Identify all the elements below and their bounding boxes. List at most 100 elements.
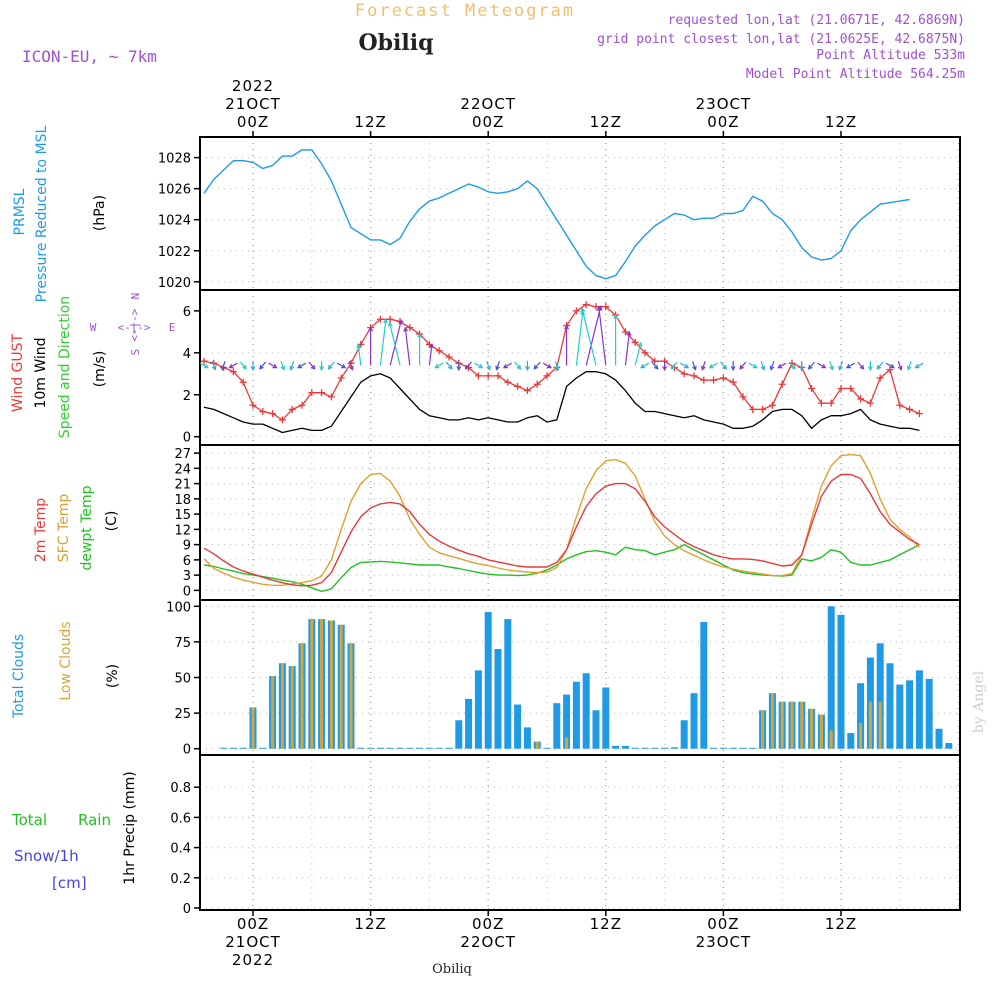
precip-panel: 0 0.2 0.4 0.6 0.8: [170, 754, 961, 917]
total-clouds-bar: [631, 747, 639, 749]
top-axis-label: 00Z: [707, 113, 739, 131]
wind-direction-arrow: [379, 318, 388, 366]
wind-gust-marker: [259, 408, 267, 416]
precip-axis-title: 1hr Precip (mm): [122, 771, 138, 884]
wind-gust-marker: [817, 399, 825, 407]
wind-gust-marker: [533, 380, 541, 388]
rain-label: Rain: [78, 811, 111, 829]
wind-direction-arrow: [730, 360, 736, 372]
wind-direction-arrow: [662, 360, 668, 372]
ytick-label-pressure: 1026: [158, 183, 191, 198]
wind-direction-arrow: [554, 360, 560, 371]
total-clouds-bar: [396, 747, 404, 749]
wind-gust-marker: [318, 389, 326, 397]
wind-direction-arrow: [845, 362, 855, 369]
total-clouds-bar: [915, 670, 923, 749]
wind-direction-arrow: [897, 360, 903, 371]
wind-gust-marker: [288, 405, 296, 413]
ytick-label-pressure: 1024: [158, 214, 191, 229]
total-clouds-bar: [367, 747, 375, 749]
pressure-label-2: Pressure Reduced to MSL: [34, 125, 50, 302]
wind-gust-marker: [249, 401, 257, 409]
top-axis-label: 21OCT: [225, 95, 281, 113]
total-clouds-bar: [259, 747, 267, 749]
ytick-label-temperature: 12: [174, 523, 191, 538]
wind-direction-arrow: [445, 361, 453, 370]
wind-direction-arrow: [708, 362, 718, 369]
dewpt-label: dewpt Temp: [79, 485, 95, 570]
total-clouds-bar: [749, 747, 757, 749]
total-clouds-bar: [582, 673, 590, 749]
bottom-axis-label: 21OCT: [225, 933, 281, 951]
wind-direction-arrow: [857, 361, 865, 370]
total-clouds-bar: [886, 663, 894, 749]
total-clouds-bar: [425, 747, 433, 749]
wind-direction-arrow: [356, 343, 362, 366]
wind-gust-marker: [906, 405, 914, 413]
pressure-axis-labels: PRMSL Pressure Reduced to MSL (hPa): [12, 125, 108, 302]
ytick-label-wind: 2: [183, 389, 191, 404]
gridpoint-coords: grid point closest lon,lat (21.0625E, 42…: [597, 32, 965, 47]
total-clouds-label: Total Clouds: [11, 634, 27, 719]
wind-direction-arrow: [327, 361, 335, 370]
wind-direction-arrow: [211, 360, 217, 371]
pressure-label-1: PRMSL: [12, 188, 28, 235]
wind-gust-marker: [308, 389, 316, 397]
wind-direction-arrow: [760, 360, 766, 371]
wind-direction-arrow: [829, 360, 834, 371]
sfc-temp-line: [203, 453, 920, 586]
total-clouds-bar: [661, 747, 669, 749]
wind-direction-arrow: [502, 362, 512, 369]
wind-gust-marker: [376, 315, 384, 323]
low-clouds-bar: [810, 708, 814, 749]
product-title: Forecast Meteogram: [355, 1, 575, 21]
compass-north: N: [129, 293, 142, 300]
low-clouds-bar: [280, 663, 284, 749]
low-clouds-bar: [780, 701, 784, 749]
bottom-axis-label: 12Z: [590, 915, 622, 933]
total-clouds-bar: [406, 747, 414, 749]
wind-direction-arrow: [640, 362, 650, 369]
top-axis-label: 00Z: [237, 113, 269, 131]
wind-gust-marker: [484, 372, 492, 380]
ytick-label-clouds: 50: [174, 672, 191, 687]
wind-direction-arrow: [680, 362, 690, 369]
low-clouds-bar: [829, 730, 833, 749]
low-clouds-bar: [819, 714, 823, 749]
wind-direction-arrow: [867, 360, 873, 372]
wind-direction-arrow: [495, 360, 501, 371]
low-clouds-bar: [761, 710, 765, 749]
total-clouds-bar: [474, 670, 482, 749]
ytick-label-pressure: 1022: [158, 245, 191, 260]
wind-gust-marker: [866, 399, 874, 407]
total-clouds-bar: [563, 694, 571, 749]
dewpt-line: [203, 543, 920, 593]
wind-gust-marker: [386, 315, 394, 323]
total-clouds-bar: [876, 643, 884, 749]
wind-direction-arrow: [368, 326, 374, 366]
wind-gust-marker: [514, 382, 522, 390]
ytick-label-pressure: 1020: [158, 276, 191, 291]
total-clouds-bar: [710, 747, 718, 749]
wind-gust-marker: [729, 378, 737, 386]
total-clouds-bar: [729, 747, 737, 749]
compass-east: E: [169, 321, 176, 334]
credit-watermark: by Angel: [971, 670, 987, 733]
snow-unit-label: [cm]: [52, 874, 87, 892]
wind-gust-marker: [641, 349, 649, 357]
total-clouds-bar: [935, 728, 943, 749]
total-clouds-bar: [357, 747, 365, 749]
low-clouds-bar: [339, 624, 343, 749]
low-clouds-bar: [868, 701, 872, 749]
wind-direction-arrow: [777, 362, 787, 369]
wind-direction-arrow: [259, 361, 267, 370]
wind-gust-marker: [857, 395, 865, 403]
top-axis-label: 12Z: [354, 113, 386, 131]
low-clouds-bar: [859, 723, 863, 749]
total-clouds-bar: [621, 745, 629, 749]
wind-direction-arrow: [769, 360, 775, 371]
wind-direction-arrow: [720, 361, 728, 370]
total-clouds-bar: [465, 698, 473, 749]
